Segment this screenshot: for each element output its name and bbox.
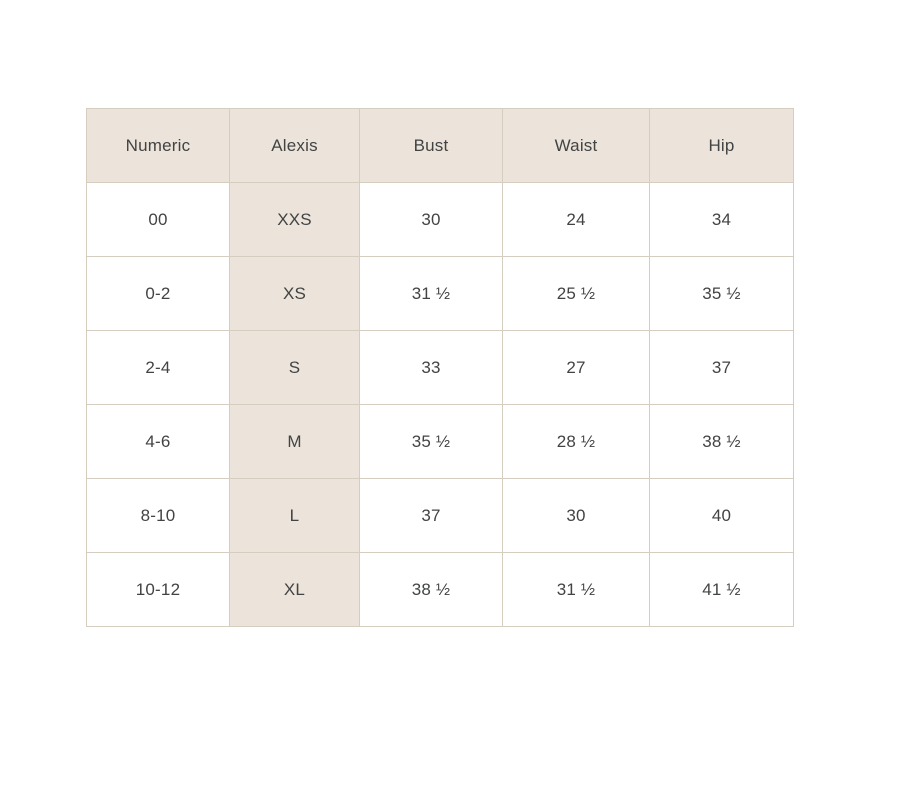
table-row: 10-12 XL 38 ½ 31 ½ 41 ½ <box>86 552 794 627</box>
table-cell: 2-4 <box>86 330 230 405</box>
table-cell: 41 ½ <box>649 552 794 627</box>
column-header-hip: Hip <box>649 108 794 183</box>
table-cell: 35 ½ <box>649 256 794 331</box>
table-row: 0-2 XS 31 ½ 25 ½ 35 ½ <box>86 256 794 331</box>
table-cell: 30 <box>502 478 650 553</box>
column-header-alexis: Alexis <box>229 108 360 183</box>
table-cell: 30 <box>359 182 503 257</box>
table-cell: 31 ½ <box>502 552 650 627</box>
table-row: 2-4 S 33 27 37 <box>86 330 794 405</box>
table-cell: 38 ½ <box>649 404 794 479</box>
table-cell: 37 <box>649 330 794 405</box>
table-cell: 24 <box>502 182 650 257</box>
size-chart-header: Numeric Alexis Bust Waist Hip <box>86 108 794 183</box>
table-cell: XL <box>229 552 360 627</box>
size-chart-table: Numeric Alexis Bust Waist Hip 00 XXS 30 24 34 0-2… <box>86 108 794 627</box>
table-cell: 27 <box>502 330 650 405</box>
table-cell: L <box>229 478 360 553</box>
table-cell: 4-6 <box>86 404 230 479</box>
column-header-waist: Waist <box>502 108 650 183</box>
column-header-bust: Bust <box>359 108 503 183</box>
table-cell: XXS <box>229 182 360 257</box>
table-cell: 40 <box>649 478 794 553</box>
table-row: 4-6 M 35 ½ 28 ½ 38 ½ <box>86 404 794 479</box>
size-chart-body: 00 XXS 30 24 34 0-2 XS 31 ½ 25 ½ 35 ½ 2-4 S 33 27 37 4-… <box>86 182 794 627</box>
table-cell: 33 <box>359 330 503 405</box>
table-cell: 34 <box>649 182 794 257</box>
table-cell: S <box>229 330 360 405</box>
table-cell: 38 ½ <box>359 552 503 627</box>
table-cell: 0-2 <box>86 256 230 331</box>
table-cell: 8-10 <box>86 478 230 553</box>
table-cell: M <box>229 404 360 479</box>
table-cell: 00 <box>86 182 230 257</box>
column-header-numeric: Numeric <box>86 108 230 183</box>
table-cell: 35 ½ <box>359 404 503 479</box>
table-row: 00 XXS 30 24 34 <box>86 182 794 257</box>
table-row: 8-10 L 37 30 40 <box>86 478 794 553</box>
table-cell: XS <box>229 256 360 331</box>
table-cell: 37 <box>359 478 503 553</box>
header-row: Numeric Alexis Bust Waist Hip <box>86 108 794 183</box>
table-cell: 31 ½ <box>359 256 503 331</box>
table-cell: 10-12 <box>86 552 230 627</box>
table-cell: 28 ½ <box>502 404 650 479</box>
table-cell: 25 ½ <box>502 256 650 331</box>
